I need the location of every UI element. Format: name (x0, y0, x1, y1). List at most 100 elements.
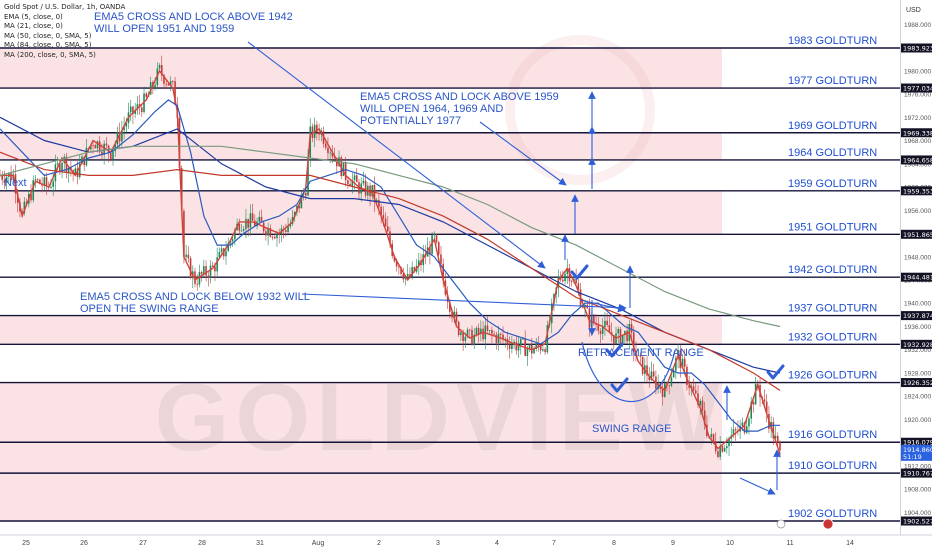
candle-body (464, 336, 467, 341)
candle-body (389, 231, 391, 244)
candle-body (371, 184, 374, 197)
candle-body (650, 371, 653, 381)
candle-body (493, 333, 495, 335)
candle-body (637, 355, 639, 357)
candle-body (172, 81, 174, 82)
legend-symbol[interactable]: Gold Spot / U.S. Dollar, 1h, OANDA (4, 3, 126, 11)
candle-body (209, 265, 212, 278)
candle-body (429, 247, 431, 255)
candle-body (185, 254, 187, 257)
price-tag-label: 1969.338 (903, 129, 932, 137)
series-line (0, 69, 781, 455)
price-tag-label: 1964.658 (903, 156, 932, 164)
goldturn-label: 1902 GOLDTURN (788, 508, 877, 520)
candle-body (165, 83, 167, 85)
candle-body (646, 365, 648, 376)
candle-body (717, 451, 719, 457)
candle-body (196, 283, 199, 285)
candle-body (386, 226, 389, 232)
price-tag-label: 1916.079 (903, 439, 932, 447)
candle-body (734, 429, 737, 431)
candle-body (67, 167, 70, 173)
candle-body (287, 226, 289, 232)
candle-body (692, 386, 695, 391)
candle-body (362, 180, 365, 184)
annotation-arrow (579, 299, 626, 313)
candle-body (528, 344, 531, 349)
candle-body (539, 346, 542, 351)
candle-body (442, 263, 444, 281)
candle-body (562, 279, 564, 282)
annotation-text: SWING RANGE (592, 423, 671, 435)
price-tag (901, 444, 932, 461)
watermark: GOLDVIEW (155, 364, 726, 471)
candle-body (378, 199, 380, 207)
candle-body (721, 446, 724, 452)
candle-body (683, 358, 686, 367)
candle-body (451, 311, 453, 318)
candle-body (56, 163, 59, 165)
candle-body (90, 145, 92, 150)
price-tag-label: 1926.352 (903, 379, 932, 387)
candle-body (158, 65, 161, 69)
candle-body (752, 402, 755, 405)
annotation-arrow (479, 121, 567, 186)
candle-body (205, 266, 207, 276)
candle-body (373, 184, 376, 202)
candle-body (384, 218, 387, 227)
candle-body (311, 126, 314, 138)
candle-body (632, 332, 635, 352)
goldturn-label: 1959 GOLDTURN (788, 178, 877, 190)
candle-body (324, 143, 327, 148)
candle-body (606, 320, 608, 326)
candle-body (132, 106, 134, 114)
candle-body (85, 147, 88, 166)
candle-body (103, 143, 105, 155)
candle-body (535, 343, 538, 349)
candle-body (774, 435, 777, 439)
legend-ema5[interactable]: EMA (5, close, 0) (4, 12, 63, 21)
legend-ma21[interactable]: MA (21, close, 0) (4, 22, 63, 30)
candle-body (743, 422, 746, 433)
x-tick-label: 4 (495, 540, 499, 547)
x-tick-label: 26 (80, 540, 88, 547)
candle-body (624, 330, 626, 336)
x-tick-label: 28 (198, 540, 206, 547)
candle-body (776, 435, 779, 443)
price-tag-label: 1902.527 (903, 518, 932, 526)
candle-body (675, 358, 677, 371)
goldturn-label: 1926 GOLDTURN (788, 370, 877, 382)
goldturn-label: 1951 GOLDTURN (788, 221, 877, 233)
candle-body (149, 82, 152, 95)
candle-body (435, 234, 438, 243)
price-tag (901, 437, 932, 447)
y-tick-label: 1976.000 (904, 92, 931, 99)
candle-body (180, 168, 183, 212)
candle-body (477, 327, 480, 335)
candle-body (183, 211, 185, 257)
legend-ma84[interactable]: MA (84, close, 0, SMA, 5) (4, 41, 92, 49)
check-icon (766, 364, 785, 380)
candle-body (342, 162, 345, 177)
candle-body (652, 371, 655, 377)
candle-body (526, 348, 529, 357)
candle-body (699, 400, 702, 406)
candle-body (30, 193, 32, 201)
candle-body (125, 123, 128, 127)
candle-body (134, 109, 136, 114)
candle-body (613, 334, 615, 344)
candle-body (564, 273, 566, 282)
candle-body (101, 151, 103, 155)
candle-body (409, 274, 411, 278)
check-icon (570, 264, 589, 280)
price-tag-label: 1959.353 (903, 187, 932, 195)
y-tick-label: 1924.000 (904, 394, 931, 401)
candle-body (364, 180, 367, 196)
legend-ma50[interactable]: MA (50, close, 0, SMA, 5) (4, 31, 92, 40)
candle-body (231, 239, 234, 242)
legend-ma200[interactable]: MA (200, close, 0, SMA, 5) (4, 50, 96, 59)
y-axis: USD1904.0001908.0001912.0001916.0001920.… (901, 7, 932, 526)
candle-body (245, 218, 247, 230)
candle-body (657, 383, 659, 389)
